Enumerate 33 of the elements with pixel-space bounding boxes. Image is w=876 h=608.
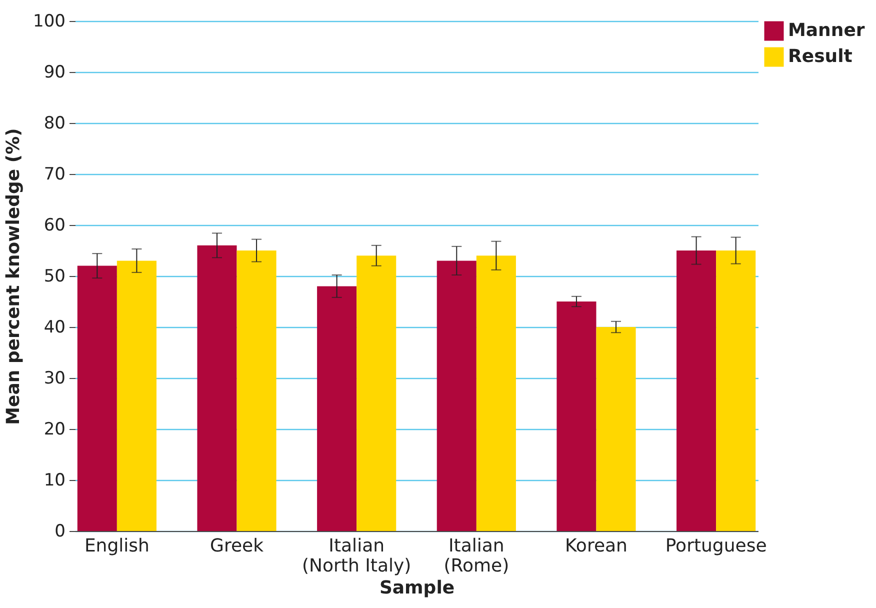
x-tick-label: English <box>84 536 150 556</box>
bar <box>676 250 716 531</box>
y-tick-label: 10 <box>44 470 66 490</box>
y-tick-label: 20 <box>44 420 66 440</box>
y-tick-label: 90 <box>44 62 66 82</box>
y-tick-label: 50 <box>44 266 66 286</box>
y-tick-label: 100 <box>33 12 66 32</box>
bar <box>116 260 156 531</box>
y-tick-label: 30 <box>44 368 66 388</box>
y-tick-label: 40 <box>44 318 66 338</box>
y-axis-title: Mean percent knowledge (%) <box>3 128 24 425</box>
y-tick-label: 0 <box>54 522 66 542</box>
bar <box>236 250 276 531</box>
y-tick-label: 70 <box>44 164 66 184</box>
legend-label: Result <box>788 46 853 67</box>
x-tick-label: Portuguese <box>665 536 767 556</box>
x-tick-label: Italian (Rome) <box>444 536 510 576</box>
bar <box>556 302 596 531</box>
bar <box>356 256 396 531</box>
bar <box>436 260 476 531</box>
bar <box>317 286 357 531</box>
bar <box>77 266 117 531</box>
bar <box>476 256 516 531</box>
x-tick-label: Italian (North Italy) <box>302 536 412 576</box>
x-axis-title: Sample <box>379 578 455 598</box>
legend-label: Manner <box>788 20 865 41</box>
x-tick-label: Korean <box>565 536 628 556</box>
y-tick-label: 80 <box>44 114 66 134</box>
y-tick-label: 60 <box>44 216 66 236</box>
bar <box>596 327 636 531</box>
bar <box>197 245 237 531</box>
x-tick-label: Greek <box>210 536 264 556</box>
bar <box>716 250 756 531</box>
